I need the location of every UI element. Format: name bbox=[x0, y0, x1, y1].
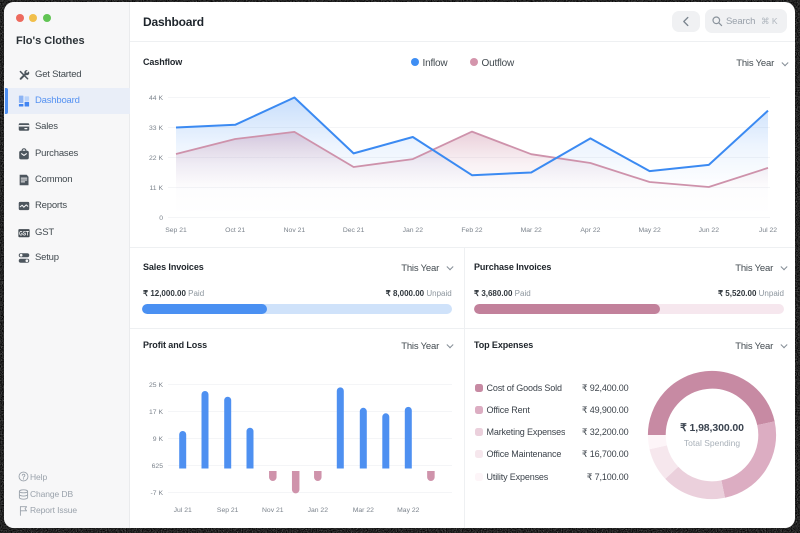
svg-text:Nov 21: Nov 21 bbox=[284, 227, 306, 234]
svg-text:Mar 22: Mar 22 bbox=[353, 507, 374, 514]
svg-text:17 K: 17 K bbox=[149, 409, 163, 416]
svg-text:33 K: 33 K bbox=[149, 125, 163, 132]
svg-text:Jan 22: Jan 22 bbox=[403, 227, 424, 234]
svg-text:Jul 22: Jul 22 bbox=[759, 227, 777, 234]
svg-text:22 K: 22 K bbox=[149, 155, 163, 162]
svg-text:Oct 21: Oct 21 bbox=[225, 227, 245, 234]
svg-text:625: 625 bbox=[152, 463, 164, 470]
svg-text:9 K: 9 K bbox=[153, 436, 164, 443]
svg-text:May 22: May 22 bbox=[638, 227, 661, 234]
svg-text:Dec 21: Dec 21 bbox=[343, 227, 365, 234]
svg-text:11 K: 11 K bbox=[150, 185, 164, 192]
svg-text:Jul 21: Jul 21 bbox=[174, 507, 192, 514]
svg-text:May 22: May 22 bbox=[397, 507, 420, 514]
svg-text:Sep 21: Sep 21 bbox=[165, 227, 187, 234]
svg-text:0: 0 bbox=[159, 215, 163, 222]
svg-text:GST: GST bbox=[19, 230, 29, 237]
svg-text:Mar 22: Mar 22 bbox=[521, 227, 542, 234]
svg-text:25 K: 25 K bbox=[149, 382, 163, 389]
svg-text:Jan 22: Jan 22 bbox=[308, 507, 329, 514]
svg-text:-7 K: -7 K bbox=[151, 490, 164, 497]
svg-text:Nov 21: Nov 21 bbox=[262, 507, 284, 514]
svg-text:Sep 21: Sep 21 bbox=[217, 507, 239, 514]
svg-text:Jun 22: Jun 22 bbox=[699, 227, 720, 234]
svg-text:Feb 22: Feb 22 bbox=[461, 227, 482, 234]
svg-text:Apr 22: Apr 22 bbox=[580, 227, 600, 234]
svg-text:44 K: 44 K bbox=[149, 95, 163, 102]
